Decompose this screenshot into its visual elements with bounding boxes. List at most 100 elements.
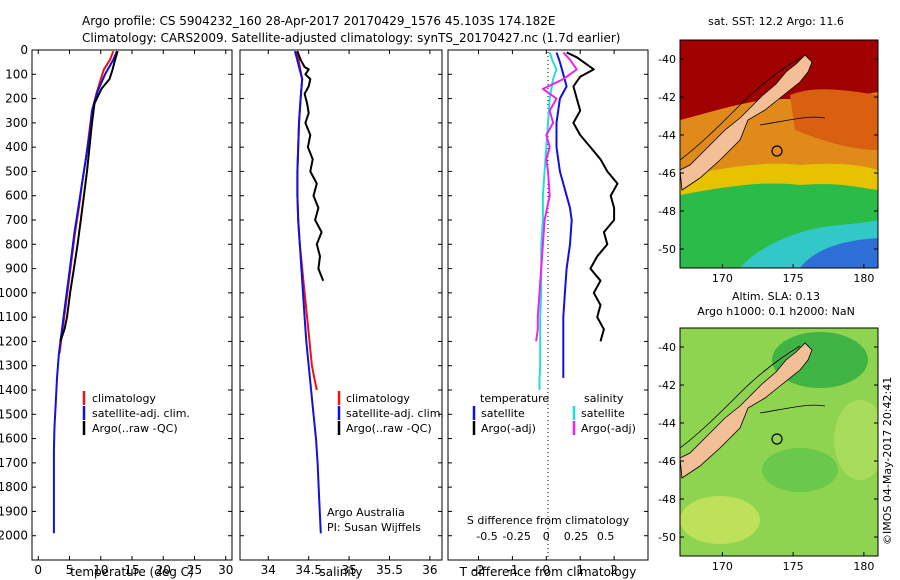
sst-bathymetry-contour bbox=[680, 57, 826, 161]
sla-map-frame bbox=[679, 327, 879, 557]
legend-header-temperature: temperature bbox=[480, 392, 549, 405]
depth-tick-label: 1000 bbox=[0, 286, 28, 300]
s-difference-label: S difference from climatology bbox=[467, 514, 630, 527]
sst-land bbox=[680, 54, 813, 191]
imos-credit: ©IMOS 04-May-2017 20:42:41 bbox=[881, 377, 894, 545]
difference-panel-frame bbox=[447, 49, 649, 561]
header-line-2: Climatology: CARS2009. Satellite-adjuste… bbox=[82, 31, 620, 45]
sst-map-ticks: 170 175 180 -40 -42 -44 -46 -48 -50 bbox=[658, 53, 878, 285]
salinity-series bbox=[293, 50, 325, 534]
sla-map-title: Altim. SLA: 0.13 bbox=[732, 290, 820, 303]
series-line-argo-adj bbox=[535, 51, 578, 342]
series-line-satellite bbox=[555, 52, 573, 378]
lon-tick-label: 175 bbox=[783, 272, 804, 285]
sst-map bbox=[680, 40, 878, 268]
series-line-argo-raw-qc bbox=[296, 50, 325, 282]
sla-map bbox=[680, 328, 878, 556]
depth-tick-label: 0 bbox=[20, 43, 28, 57]
sla-bathymetry-contour bbox=[680, 345, 826, 449]
x-tick-label: 34 bbox=[261, 563, 276, 577]
lat-tick-label: -48 bbox=[658, 493, 676, 506]
s-tick-label: 0 bbox=[543, 530, 550, 543]
lon-tick-label: 170 bbox=[712, 560, 733, 573]
depth-tick-label: 1800 bbox=[0, 480, 28, 494]
legend-label-climatology: climatology bbox=[92, 392, 156, 405]
lat-tick-label: -44 bbox=[658, 129, 676, 142]
lon-tick-label: 175 bbox=[783, 560, 804, 573]
depth-tick-label: 900 bbox=[5, 262, 28, 276]
sla-green-patch-2 bbox=[762, 448, 838, 492]
x-tick-label: 20 bbox=[156, 563, 171, 577]
s-tick-label: 0.25 bbox=[564, 530, 589, 543]
depth-tick-label: 400 bbox=[5, 140, 28, 154]
salinity-x-ticks: 34 34.5 35 35.5 36 bbox=[240, 49, 442, 577]
x-tick-label: 1 bbox=[576, 563, 584, 577]
x-tick-label: 35.5 bbox=[376, 563, 403, 577]
s-tick-label: -0.25 bbox=[502, 530, 530, 543]
salinity-xlabel: salinity bbox=[319, 565, 362, 579]
series-line-argo-adj bbox=[566, 51, 619, 342]
lat-tick-label: -46 bbox=[658, 455, 676, 468]
legend-label-argo: Argo(..raw -QC) bbox=[346, 422, 432, 435]
sla-yellow-patch bbox=[680, 496, 760, 544]
lat-tick-label: -40 bbox=[658, 341, 676, 354]
lat-tick-label: -50 bbox=[658, 243, 676, 256]
pi-annotation: PI: Susan Wijffels bbox=[327, 521, 421, 534]
depth-tick-label: 700 bbox=[5, 213, 28, 227]
sst-argo-marker bbox=[771, 145, 783, 157]
lat-tick-label: -44 bbox=[658, 417, 676, 430]
depth-tick-label: 1500 bbox=[0, 407, 28, 421]
x-tick-label: 25 bbox=[187, 563, 202, 577]
x-tick-label: 36 bbox=[422, 563, 437, 577]
salinity-legend: climatology satellite-adj. clim. Argo(..… bbox=[337, 391, 444, 435]
temperature-x-ticks: 0 5 10 15 20 25 30 bbox=[32, 49, 233, 577]
x-tick-label: -1 bbox=[506, 563, 518, 577]
temperature-panel-frame bbox=[31, 49, 233, 561]
series-line-satellite-adj-clim bbox=[293, 50, 322, 534]
t-difference-label: T difference from climatology bbox=[459, 565, 637, 579]
sst-map-frame bbox=[679, 39, 879, 269]
x-tick-label: -2 bbox=[473, 563, 485, 577]
difference-x-ticks: -2 -1 0 1 2 -0.5 -0.25 0 0.25 0.5 bbox=[448, 49, 648, 577]
depth-tick-label: 2000 bbox=[0, 529, 28, 543]
sla-land bbox=[680, 342, 813, 479]
depth-tick-label: 600 bbox=[5, 189, 28, 203]
difference-series bbox=[535, 51, 619, 390]
depth-tick-label: 200 bbox=[5, 92, 28, 106]
depth-tick-label: 100 bbox=[5, 67, 28, 81]
depth-axis: 0 100 200 300 400 500 600 700 800 900 1000 1100 1200… bbox=[0, 43, 28, 543]
depth-tick-label: 1200 bbox=[0, 334, 28, 348]
x-tick-label: 30 bbox=[218, 563, 233, 577]
lat-tick-label: -46 bbox=[658, 167, 676, 180]
legend-label-sal-argo: Argo(-adj) bbox=[581, 422, 636, 435]
sla-map-subtitle: Argo h1000: 0.1 h2000: NaN bbox=[697, 305, 855, 318]
sla-argo-marker bbox=[771, 433, 783, 445]
lon-tick-label: 180 bbox=[853, 272, 874, 285]
x-tick-label: 0 bbox=[542, 563, 550, 577]
series-line-satellite bbox=[538, 52, 558, 390]
institution-annotation: Argo Australia bbox=[327, 506, 405, 519]
x-tick-label: 10 bbox=[93, 563, 108, 577]
depth-tick-label: 1100 bbox=[0, 310, 28, 324]
temperature-series bbox=[52, 50, 119, 534]
x-tick-label: 15 bbox=[124, 563, 139, 577]
header-line-1: Argo profile: CS 5904232_160 28-Apr-2017… bbox=[82, 14, 556, 28]
depth-tick-label: 1700 bbox=[0, 456, 28, 470]
legend-label-satellite-adj: satellite-adj. clim. bbox=[346, 407, 444, 420]
depth-tick-label: 300 bbox=[5, 116, 28, 130]
series-line-argo-raw-qc bbox=[59, 50, 119, 342]
legend-label-satellite-adj: satellite-adj. clim. bbox=[92, 407, 190, 420]
legend-label-sal-satellite: satellite bbox=[581, 407, 625, 420]
lat-tick-label: -50 bbox=[658, 531, 676, 544]
x-tick-label: 5 bbox=[66, 563, 74, 577]
lat-tick-label: -40 bbox=[658, 53, 676, 66]
x-tick-label: 34.5 bbox=[295, 563, 322, 577]
temperature-xlabel: temperature (deg C) bbox=[70, 565, 193, 579]
lon-tick-label: 180 bbox=[853, 560, 874, 573]
lat-tick-label: -48 bbox=[658, 205, 676, 218]
s-tick-label: -0.5 bbox=[476, 530, 497, 543]
legend-label-temp-satellite: satellite bbox=[481, 407, 525, 420]
lat-tick-label: -42 bbox=[658, 91, 676, 104]
sla-map-ticks: 170 175 180 -40 -42 -44 -46 -48 -50 bbox=[658, 341, 878, 573]
